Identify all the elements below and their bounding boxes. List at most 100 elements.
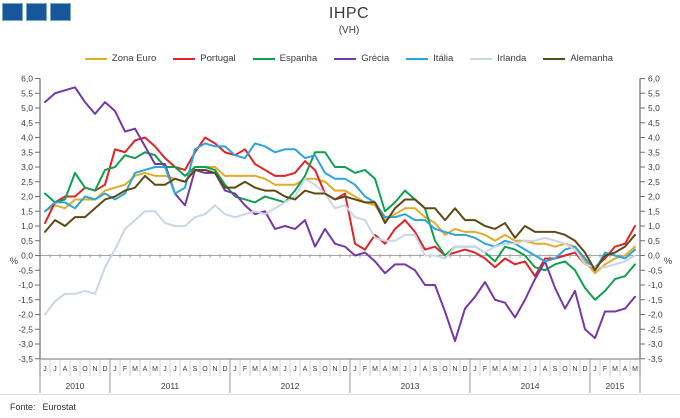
left-axis-unit-label: %	[10, 256, 18, 266]
legend-item-zona-euro: Zona Euro	[84, 53, 157, 64]
series-line-grecia	[44, 86, 636, 343]
chart-title: IHPC	[328, 5, 370, 22]
right-axis-tick-label: 1,0	[648, 221, 660, 231]
left-axis-tick-label: 3,5	[21, 147, 33, 157]
right-axis-tick-label: -1,0	[648, 280, 663, 290]
left-axis-tick-label: 4,0	[21, 133, 33, 143]
left-axis-tick-label: 5,5	[21, 88, 33, 98]
month-label: D	[102, 366, 107, 373]
month-label: A	[63, 366, 68, 373]
legend-label: Alemanha	[570, 53, 614, 64]
left-axis-tick-label: 2,5	[21, 177, 33, 187]
legend-label: Itália	[433, 53, 454, 64]
logo-square	[2, 3, 23, 21]
year-label: 2013	[401, 381, 420, 391]
legend-label: Zona Euro	[111, 53, 157, 64]
month-label: D	[582, 366, 587, 373]
right-axis-tick-label: 4,0	[648, 133, 660, 143]
month-label: A	[183, 366, 188, 373]
month-label: O	[202, 366, 208, 373]
left-axis-tick-label: -1,0	[18, 280, 33, 290]
left-axis-tick-label: 1,0	[21, 221, 33, 231]
legend-swatch-grecia	[334, 57, 357, 60]
legend-label: Portugal	[200, 53, 236, 64]
month-label: N	[212, 366, 217, 373]
month-label: A	[423, 366, 428, 373]
right-axis-tick-label: -2,0	[648, 310, 663, 320]
left-axis-tick-label: 0,0	[21, 251, 33, 261]
legend-item-portugal: Portugal	[173, 53, 236, 64]
month-label: D	[462, 366, 467, 373]
legend-item-alemanha: Alemanha	[543, 53, 613, 64]
month-label: J	[283, 366, 287, 373]
month-label: J	[473, 366, 477, 373]
left-axis-tick-label: 5,0	[21, 103, 33, 113]
series-line-zona-euro	[44, 166, 636, 275]
month-label: M	[492, 366, 498, 373]
month-label: M	[512, 366, 518, 373]
footer-divider	[0, 394, 680, 395]
month-label: J	[53, 366, 57, 373]
month-label: J	[173, 366, 177, 373]
month-label: J	[533, 366, 537, 373]
month-label: S	[313, 366, 318, 373]
source-note: Fonte: Eurostat	[10, 402, 76, 412]
month-label: A	[543, 366, 548, 373]
right-axis-tick-label: 0,0	[648, 251, 660, 261]
month-label: M	[392, 366, 398, 373]
right-axis-tick-label: 5,5	[648, 88, 660, 98]
year-label: 2014	[521, 381, 540, 391]
right-axis-tick-label: 1,5	[648, 206, 660, 216]
month-label: J	[233, 366, 237, 373]
series-line-italia	[44, 142, 636, 272]
month-label: A	[143, 366, 148, 373]
year-label: 2012	[281, 381, 300, 391]
month-label: S	[193, 366, 198, 373]
month-label: D	[222, 366, 227, 373]
chart-legend: Zona Euro Portugal Espanha Grécia Itália Irla…	[0, 53, 680, 64]
source-value: Eurostat	[42, 402, 77, 412]
month-label: O	[82, 366, 88, 373]
source-label: Fonte:	[10, 402, 36, 412]
month-label: N	[452, 366, 457, 373]
month-label: M	[372, 366, 378, 373]
month-label: O	[442, 366, 448, 373]
legend-item-grecia: Grécia	[334, 53, 389, 64]
legend-item-irlanda: Irlanda	[470, 53, 526, 64]
left-axis-tick-label: -0,5	[18, 265, 33, 275]
month-label: F	[483, 366, 487, 373]
chart-subtitle: (VH)	[338, 25, 360, 36]
legend-label: Espanha	[279, 53, 318, 64]
month-label: N	[332, 366, 337, 373]
legend-swatch-italia	[406, 57, 429, 60]
right-axis-tick-label: 2,0	[648, 192, 660, 202]
month-label: S	[433, 366, 438, 373]
legend-item-espanha: Espanha	[252, 53, 318, 64]
month-label: J	[353, 366, 357, 373]
left-axis-tick-label: 4,5	[21, 118, 33, 128]
legend-swatch-alemanha	[543, 57, 566, 60]
right-axis-tick-label: 6,0	[648, 74, 660, 84]
right-axis-tick-label: -0,5	[648, 265, 663, 275]
month-label: J	[593, 366, 597, 373]
logo-square	[26, 3, 47, 21]
left-axis-tick-label: 1,5	[21, 206, 33, 216]
month-label: A	[623, 366, 628, 373]
month-label: J	[293, 366, 297, 373]
month-label: N	[92, 366, 97, 373]
month-label: S	[553, 366, 558, 373]
right-axis-tick-label: 2,5	[648, 177, 660, 187]
right-axis-tick-label: -3,5	[648, 354, 663, 364]
right-axis-tick-label: -3,0	[648, 339, 663, 349]
left-axis-tick-label: 0,5	[21, 236, 33, 246]
right-axis-tick-label: -1,5	[648, 295, 663, 305]
month-label: F	[123, 366, 127, 373]
right-axis-tick-label: 5,0	[648, 103, 660, 113]
legend-swatch-espanha	[252, 57, 275, 60]
series-line-portugal	[44, 136, 636, 278]
left-axis-tick-label: 6,0	[21, 74, 33, 84]
month-label: F	[243, 366, 247, 373]
left-axis-tick-label: 3,0	[21, 162, 33, 172]
